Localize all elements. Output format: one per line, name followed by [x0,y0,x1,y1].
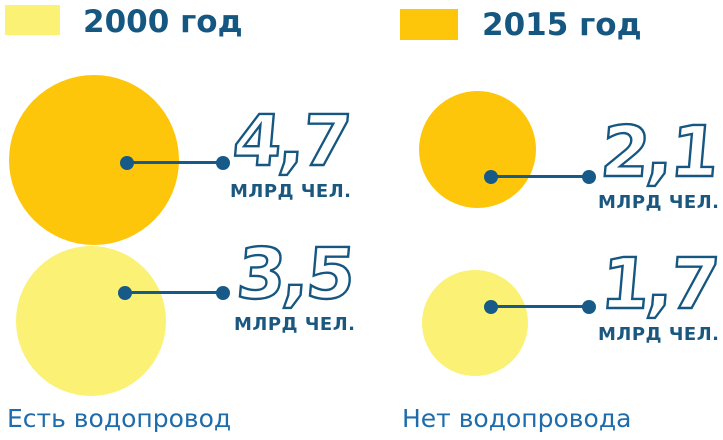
value-unit: МЛРД ЧЕЛ. [598,324,720,345]
category-label-no-water: Нет водопровода [402,404,632,433]
callout-line-no-water-2015 [491,175,589,178]
legend-swatch-2015 [400,9,458,40]
value-number: 3,5 [232,232,357,316]
value-unit: МЛРД ЧЕЛ. [234,314,356,335]
category-label-have-water: Есть водопровод [7,404,232,433]
value-no-water-2015: 2,1 МЛРД ЧЕЛ. [596,110,721,213]
bubble-no-water-2000 [422,270,528,376]
bubble-have-water-2000 [16,246,166,396]
legend-swatch-2000 [5,5,60,35]
callout-line-have-water-2000 [125,291,223,294]
value-have-water-2000: 3,5 МЛРД ЧЕЛ. [232,232,357,335]
bubble-no-water-2015 [419,91,536,208]
value-have-water-2015: 4,7 МЛРД ЧЕЛ. [228,99,353,202]
value-number: 2,1 [596,110,721,194]
value-unit: МЛРД ЧЕЛ. [598,192,720,213]
value-unit: МЛРД ЧЕЛ. [230,181,352,202]
callout-line-no-water-2000 [491,305,589,308]
callout-line-have-water-2015 [127,161,223,164]
value-no-water-2000: 1,7 МЛРД ЧЕЛ. [596,242,721,345]
bubble-have-water-2015 [9,75,179,245]
legend-label-2000: 2000 год [83,4,243,40]
value-number: 4,7 [228,99,353,183]
legend-label-2015: 2015 год [482,7,642,43]
value-number: 1,7 [596,242,721,326]
